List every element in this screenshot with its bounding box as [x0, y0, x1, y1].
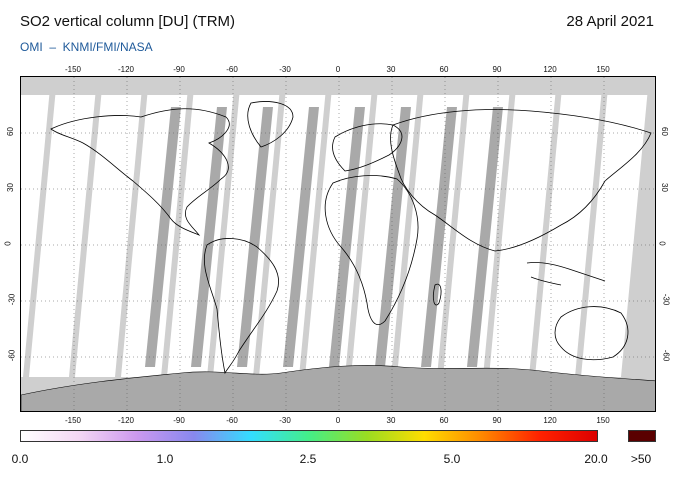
longitude-tick-label: -60	[226, 416, 238, 425]
longitude-tick-label: -90	[173, 65, 185, 74]
orbit-gap	[145, 107, 181, 367]
longitude-tick-label: -150	[64, 416, 82, 425]
orbit-swath	[29, 77, 97, 377]
madagascar-outline	[432, 283, 442, 306]
longitude-tick-label: 30	[386, 65, 396, 74]
colorbar-label: 0.0	[11, 452, 29, 466]
north-america-outline	[50, 108, 230, 236]
colorbar-label: 5.0	[443, 452, 461, 466]
orbit-gap	[329, 107, 365, 367]
orbit-swath	[489, 77, 557, 377]
colorbar-label: 1.0	[156, 452, 174, 466]
orbit-gap	[467, 107, 503, 367]
latitude-tick-label: 0	[657, 241, 667, 246]
continent-outlines	[50, 101, 652, 375]
south-america-outline	[203, 238, 279, 375]
polar-no-data	[21, 77, 655, 411]
graticule	[21, 77, 655, 411]
longitude-tick-label: -30	[279, 65, 291, 74]
latitude-tick-label: -60	[661, 349, 671, 362]
longitude-tick-label: 30	[386, 416, 396, 425]
indonesia-outline	[526, 262, 606, 286]
antarctica-landmass	[21, 365, 655, 411]
orbit-gap	[283, 107, 319, 367]
latitude-tick-label: 60	[659, 127, 669, 136]
longitude-tick-label: -150	[64, 65, 82, 74]
colorbar-label: 2.5	[299, 452, 317, 466]
longitude-tick-label: 60	[439, 416, 449, 425]
longitude-tick-label: 60	[439, 65, 449, 74]
longitude-tick-label: -120	[117, 65, 135, 74]
orbit-swath	[21, 77, 51, 377]
longitude-tick-label: 150	[596, 65, 610, 74]
longitude-tick-label: -90	[173, 416, 185, 425]
orbit-gap	[421, 107, 457, 367]
data-credit: OMI – KNMI/FMI/NASA	[20, 40, 153, 54]
map-date: 28 April 2021	[566, 13, 654, 30]
orbit-swath	[75, 77, 143, 377]
asia-outline	[390, 109, 652, 252]
longitude-tick-label: 90	[492, 65, 502, 74]
longitude-tick-label: 150	[596, 416, 610, 425]
colorbar-overflow-box	[628, 430, 656, 442]
longitude-tick-label: 120	[543, 65, 557, 74]
latitude-tick-label: 30	[5, 183, 15, 192]
map-title: SO2 vertical column [DU] (TRM)	[20, 13, 236, 30]
orbit-swath	[535, 77, 603, 377]
latitude-tick-label: 60	[5, 127, 15, 136]
colorbar-label: 20.0	[584, 452, 608, 466]
europe-outline	[332, 123, 403, 172]
longitude-tick-label: -60	[226, 65, 238, 74]
greenland-outline	[247, 101, 294, 148]
so2-map	[21, 77, 655, 411]
longitude-tick-label: 120	[543, 416, 557, 425]
arctic-no-data	[21, 77, 655, 95]
latitude-tick-label: 0	[3, 241, 13, 246]
longitude-tick-label: 0	[335, 65, 341, 74]
orbit-gap	[375, 107, 411, 367]
latitude-tick-label: 30	[659, 183, 669, 192]
longitude-tick-label: -30	[279, 416, 291, 425]
latitude-tick-label: -30	[7, 293, 17, 306]
latitude-tick-label: -60	[7, 349, 17, 362]
latitude-tick-label: -30	[661, 293, 671, 306]
orbit-gap	[237, 107, 273, 367]
colorbar	[20, 430, 598, 442]
longitude-tick-label: 90	[492, 416, 502, 425]
orbit-swath	[581, 77, 649, 377]
map-area	[20, 76, 656, 412]
orbit-gap	[191, 107, 227, 367]
colorbar-label: >50	[630, 452, 652, 466]
orbit-gaps	[145, 107, 503, 367]
longitude-tick-label: -120	[117, 416, 135, 425]
africa-outline	[324, 175, 419, 326]
longitude-tick-label: 0	[335, 416, 341, 425]
